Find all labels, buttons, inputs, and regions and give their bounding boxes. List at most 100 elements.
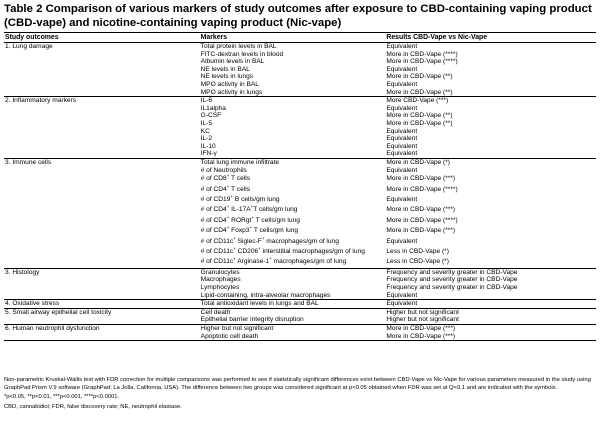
cell-marker: Lipid-containing, intra-alveolar macroph… xyxy=(201,292,387,300)
cell-result: Equivalent xyxy=(386,80,418,88)
table-footnotes: Non-parametric Kruskal-Wallis test with … xyxy=(4,377,596,413)
marker-text: T cells/gm lung xyxy=(253,216,300,224)
cell-marker: # of CD4+ T cells xyxy=(201,183,387,195)
footnote-abbreviations: CBD, cannabidiol; FDR, false discovery r… xyxy=(4,403,182,410)
cell-marker: Total lung immune infiltrate xyxy=(201,159,387,167)
marker-superscript: + xyxy=(261,235,265,241)
cell-study-outcome xyxy=(4,51,201,59)
cell-marker: IL-5 xyxy=(201,120,387,128)
cell-study-outcome xyxy=(4,316,201,324)
cell-study-outcome xyxy=(4,247,201,257)
marker-text: IL-17A xyxy=(229,206,251,214)
cell-marker: # of CD19+ B cells/gm lung xyxy=(201,194,387,205)
marker-text: IL-10 xyxy=(200,142,216,150)
table-header-row: Study outcomes Markers Results CBD-Vape … xyxy=(4,32,596,43)
marker-superscript: + xyxy=(226,183,230,189)
table-row: 4. Oxidative stress Total antioxidant lev… xyxy=(4,300,596,309)
marker-text: IL1alpha xyxy=(200,104,226,112)
table-body: 1. Lung damage Total protein levels in BA… xyxy=(4,43,596,342)
marker-text: Total lung immune infiltrate xyxy=(200,158,280,166)
marker-text: interstitial macrophages/gm of lung xyxy=(260,247,365,255)
cell-marker: Lymphocytes xyxy=(201,284,387,292)
table-row: # of CD4+ RORgt+ T cells/gm lung More in … xyxy=(4,215,596,226)
cell-marker: # of CD4+ Foxp3+ T cells/gm lung xyxy=(201,225,387,236)
cell-result: More in CBD-Vape (***) xyxy=(386,324,456,332)
marker-text: G-CSF xyxy=(200,112,222,120)
table-row: IL1alpha Equivalent xyxy=(4,105,596,113)
cell-marker: NE levels in lungs xyxy=(201,73,387,81)
marker-text: FITC-dextran levels in blood xyxy=(200,50,284,58)
marker-text: RORgt xyxy=(229,216,252,224)
marker-text: NE levels in lungs xyxy=(200,73,254,81)
cell-study-outcome xyxy=(4,73,201,81)
table-row: # of CD4+ T cells More in CBD-Vape (****) xyxy=(4,183,596,195)
cell-result: More in CBD-Vape (***) xyxy=(386,206,456,214)
cell-marker: Higher but not significant xyxy=(201,325,387,333)
marker-superscript: + xyxy=(258,245,261,251)
cell-result: Equivalent xyxy=(386,291,418,299)
cell-study-outcome xyxy=(4,174,201,184)
cell-result: More in CBD-Vape (****) xyxy=(386,185,458,193)
cell-result: Equivalent xyxy=(386,300,418,308)
cell-result: More in CBD-Vape (**) xyxy=(386,112,453,120)
table-row: KC Equivalent xyxy=(4,128,596,136)
marker-text: T cells/gm lung xyxy=(252,227,299,235)
cell-result: Less in CBD-Vape (*) xyxy=(386,247,449,255)
table-row: G-CSF More in CBD-Vape (**) xyxy=(4,112,596,120)
cell-marker: KC xyxy=(201,128,387,136)
cell-result: More in CBD-Vape (***) xyxy=(386,227,456,235)
cell-result: Frequency and severity greater in CBD-Va… xyxy=(386,276,518,284)
cell-study-outcome xyxy=(4,257,201,267)
cell-result: Frequency and severity greater in CBD-Va… xyxy=(386,283,518,291)
marker-text: IL-5 xyxy=(200,119,213,127)
marker-text: IL-2 xyxy=(200,135,213,143)
cell-study-outcome xyxy=(4,333,201,341)
table-row: Macrophages Frequency and severity greate… xyxy=(4,276,596,284)
marker-text: B cells/gm lung xyxy=(233,195,280,203)
marker-text: Albumin levels in BAL xyxy=(200,58,265,66)
cell-study-outcome xyxy=(4,292,201,300)
marker-text: Macrophages xyxy=(200,276,241,284)
cell-study-outcome xyxy=(4,226,201,236)
header-study-outcomes: Study outcomes xyxy=(5,34,59,41)
cell-study-outcome xyxy=(4,105,201,113)
cell-marker: Cell death xyxy=(201,309,387,317)
cell-result: Equivalent xyxy=(386,237,418,245)
cell-result: More CBD-Vape (***) xyxy=(386,97,449,105)
table-row: # of CD8+ T cells More in CBD-Vape (***) xyxy=(4,173,596,184)
marker-text: MPO activity in lungs xyxy=(200,88,263,96)
marker-text: MPO activity in BAL xyxy=(200,80,259,88)
table-row: # of CD11c+ Siglec-F+ macrophages/gm of … xyxy=(4,235,596,247)
cell-study-outcome xyxy=(4,143,201,151)
cell-result: Higher but not significant xyxy=(386,316,459,324)
cell-marker: G-CSF xyxy=(201,112,387,120)
marker-text: T cells/gm lung xyxy=(253,206,298,214)
cell-result: Equivalent xyxy=(386,65,418,73)
cell-marker: Granulocytes xyxy=(201,269,387,277)
cell-marker: IL-6 xyxy=(201,97,387,105)
marker-text: Arginase-1 xyxy=(235,258,270,266)
cell-study-outcome: 4. Oxidative stress xyxy=(5,300,60,308)
cell-result: Equivalent xyxy=(386,135,418,143)
cell-result: More in CBD-Vape (**) xyxy=(386,119,453,127)
marker-text: CD206 xyxy=(235,247,259,255)
marker-text: Higher but not significant xyxy=(200,324,274,332)
cell-study-outcome xyxy=(4,128,201,136)
marker-text: # of Neutrophils xyxy=(200,166,247,174)
table-row: Albumin levels in BAL More in CBD-Vape (*… xyxy=(4,58,596,66)
table-row: # of Neutrophils Equivalent xyxy=(4,167,596,175)
footnote-significance: *p<0.05, **p<0.01, ***p<0.001, ****p<0.0… xyxy=(4,394,120,400)
marker-superscript: + xyxy=(269,256,272,262)
marker-superscript: + xyxy=(226,173,230,179)
cell-study-outcome xyxy=(4,216,201,226)
marker-text: # of CD11c xyxy=(200,237,234,245)
cell-result: Equivalent xyxy=(386,127,418,135)
cell-study-outcome: 5. Small airway epithelial cell toxicity xyxy=(5,308,112,316)
cell-study-outcome xyxy=(4,66,201,74)
table-row: # of CD4+ Foxp3+ T cells/gm lung More in … xyxy=(4,225,596,236)
cell-marker: Epithelial barrier integrity disruption xyxy=(201,316,387,324)
cell-study-outcome xyxy=(4,276,201,284)
table-row: Epithelial barrier integrity disruption H… xyxy=(4,316,596,325)
marker-text: Foxp3 xyxy=(229,227,250,235)
marker-text: macrophages/gm of lung xyxy=(271,258,347,266)
